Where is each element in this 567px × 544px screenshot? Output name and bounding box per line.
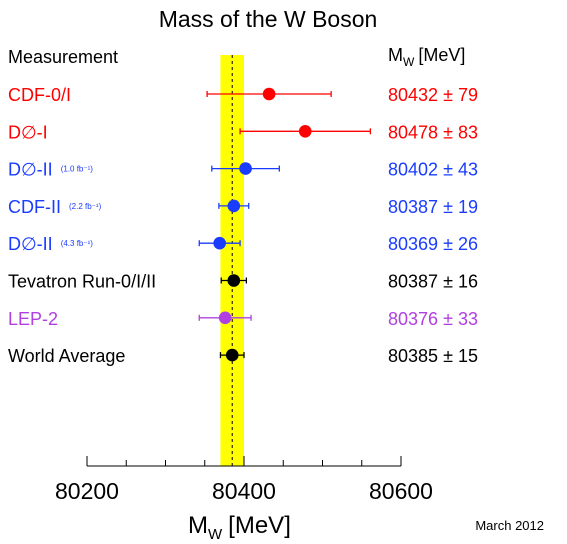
measurement-value-error: 26 [458,234,478,254]
measurement-value-error: 33 [458,309,478,329]
value-header-main: M [388,45,403,65]
date-note: March 2012 [475,518,544,533]
measurement-value: 80432 ± 79 [388,85,478,105]
measurement-value-error: 16 [458,272,478,292]
data-point [298,125,312,138]
x-axis-label: MW [MeV] [188,512,291,543]
measurement-row: World Average 80385 ± 15 [8,346,478,366]
measurement-row: CDF-II (2.2 fb⁻¹) 80387 ± 19 [8,197,478,217]
measurement-row: D∅-II (1.0 fb⁻¹) 80402 ± 43 [8,160,478,180]
measurement-luminosity: (1.0 fb⁻¹) [61,165,94,174]
x-axis-label-sub: W [208,526,223,543]
measurement-value-central: 80432 [388,85,438,105]
value-header-sub: W [403,55,415,69]
x-tick-label: 80400 [212,478,276,504]
measurement-label: World Average [8,346,125,366]
measurement-value-error: 83 [458,122,478,142]
measurement-row: LEP-2 80376 ± 33 [8,309,478,329]
measurement-value-central: 80478 [388,122,438,142]
measurement-label: D∅-I [8,122,48,142]
measurement-value-error: 19 [458,197,478,217]
measurement-value-error: 15 [458,346,478,366]
x-axis-label-main: M [188,512,208,539]
measurement-label: LEP-2 [8,309,58,329]
measurement-value-error: 79 [458,85,478,105]
measurement-value: 80376 ± 33 [388,309,478,329]
x-axis-label-unit: [MeV] [228,512,291,539]
measurement-value: 80387 ± 19 [388,197,478,217]
chart-title: Mass of the W Boson [159,6,378,32]
measurement-value-central: 80376 [388,309,438,329]
measurement-row: D∅-I 80478 ± 83 [8,122,478,142]
measurement-row: Tevatron Run-0/I/II 80387 ± 16 [8,272,478,292]
measurement-value: 80369 ± 26 [388,234,478,254]
measurement-value: 80387 ± 16 [388,272,478,292]
x-axis: 80200 80400 80600 [55,456,433,504]
measurement-value-central: 80387 [388,272,438,292]
data-point [213,236,226,250]
measurement-rows: CDF-0/I 80432 ± 79 D∅-I 80478 ± 83 D∅-II (1.0… [8,85,478,366]
measurement-label: CDF-II [8,197,61,217]
data-point [227,274,241,287]
measurement-luminosity: (4.3 fb⁻¹) [61,239,94,248]
measurement-value-error: 43 [458,160,478,180]
data-point [227,199,241,213]
measurement-label: D∅-II [8,234,53,254]
measurement-value: 80402 ± 43 [388,160,478,180]
measurement-value-central: 80385 [388,346,438,366]
data-point [262,87,276,101]
measurement-label: D∅-II [8,160,53,180]
value-header-unit: [MeV] [418,45,465,65]
x-tick-label: 80600 [369,478,433,504]
measurement-row: D∅-II (4.3 fb⁻¹) 80369 ± 26 [8,234,478,254]
measurement-label: Tevatron Run-0/I/II [8,272,156,292]
measurement-value-central: 80387 [388,197,438,217]
data-point [239,162,252,175]
value-header: MW [MeV] [388,45,465,69]
measurement-value-central: 80402 [388,160,438,180]
x-tick-label: 80200 [55,478,119,504]
measurement-row: CDF-0/I 80432 ± 79 [8,85,478,105]
measurement-value-central: 80369 [388,234,438,254]
data-point [218,311,232,325]
measurement-label: CDF-0/I [8,85,71,105]
measurement-value: 80478 ± 83 [388,122,478,142]
measurement-value: 80385 ± 15 [388,346,478,366]
data-point [225,348,239,362]
measurement-luminosity: (2.2 fb⁻¹) [69,202,102,211]
measurement-header: Measurement [8,47,118,67]
